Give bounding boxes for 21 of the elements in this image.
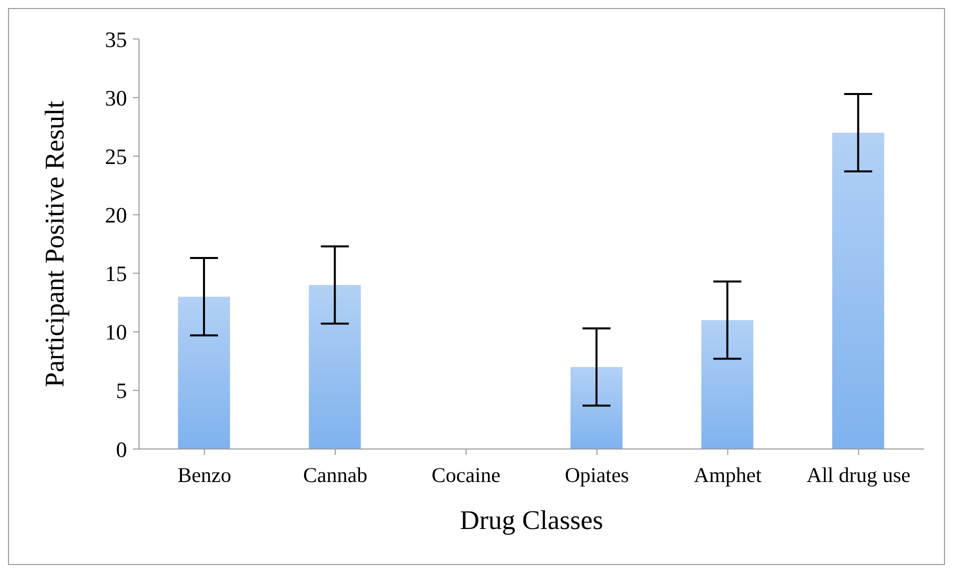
y-tick-label: 10 xyxy=(105,320,127,345)
y-tick-label: 5 xyxy=(116,378,127,404)
bar xyxy=(178,296,230,449)
y-tick-label: 25 xyxy=(105,144,127,169)
y-axis-title: Participant Positive Result xyxy=(40,100,70,388)
y-tick-label: 15 xyxy=(105,261,127,286)
y-tick-label: 20 xyxy=(105,202,127,228)
bar xyxy=(701,320,754,449)
x-axis-title: Drug Classes xyxy=(460,505,604,535)
bar xyxy=(832,132,884,449)
x-tick-label: Cannab xyxy=(303,462,368,487)
bar xyxy=(570,367,622,449)
x-tick-label: Benzo xyxy=(178,462,232,487)
x-tick-label: All drug use xyxy=(806,462,910,487)
y-tick-label: 35 xyxy=(105,26,127,52)
x-tick-label: Amphet xyxy=(694,462,762,487)
y-tick-label: 30 xyxy=(105,85,127,110)
x-tick-label: Cocaine xyxy=(432,462,500,487)
bar xyxy=(308,285,361,449)
y-tick-label: 0 xyxy=(116,436,127,462)
x-tick-label: Opiates xyxy=(564,462,629,487)
